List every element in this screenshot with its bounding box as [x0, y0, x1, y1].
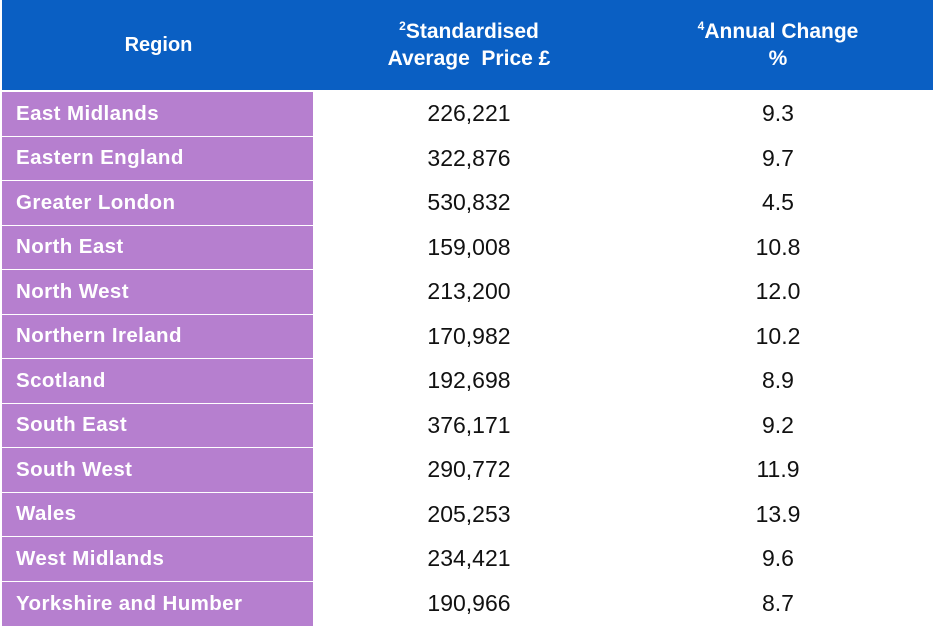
region-cell: South East — [2, 403, 313, 447]
change-cell: 11.9 — [756, 456, 800, 483]
price-cell: 205,253 — [427, 500, 511, 527]
price-cell: 322,876 — [427, 144, 511, 171]
region-cell: West Midlands — [2, 537, 313, 581]
header-price-line1: Standardised — [405, 20, 539, 43]
price-cell: 159,008 — [427, 233, 511, 260]
header-change-footnote: 4 — [697, 19, 705, 33]
header-price-footnote: 2 — [399, 19, 406, 33]
header-change-line2: % — [768, 47, 788, 70]
change-cell: 9.3 — [762, 100, 794, 127]
region-cell: Eastern England — [2, 136, 313, 180]
table-body: East Midlands 226,221 9.3 Eastern England 32… — [2, 92, 933, 626]
header-region-label: Region — [124, 33, 193, 56]
change-cell: 9.6 — [762, 545, 794, 572]
region-cell: Greater London — [2, 181, 313, 225]
table-row: West Midlands 234,421 9.6 — [2, 537, 933, 582]
price-cell: 290,772 — [427, 456, 511, 483]
header-price: 2Standardised Average Price £ — [315, 0, 623, 90]
table-row: North East 159,008 10.8 — [2, 225, 933, 270]
table-row: Eastern England 322,876 9.7 — [2, 136, 933, 181]
table-row: North West 213,200 12.0 — [2, 270, 933, 315]
table-row: Yorkshire and Humber 190,966 8.7 — [2, 581, 933, 626]
change-cell: 8.9 — [762, 367, 794, 394]
header-change: 4Annual Change % — [623, 0, 933, 90]
price-cell: 190,966 — [427, 590, 511, 617]
price-cell: 213,200 — [427, 278, 511, 305]
price-cell: 234,421 — [427, 545, 511, 572]
price-cell: 530,832 — [427, 189, 511, 216]
region-cell: South West — [2, 448, 313, 492]
region-cell: North West — [2, 270, 313, 314]
change-cell: 9.2 — [762, 411, 794, 438]
change-cell: 10.8 — [755, 233, 801, 260]
table-row: Northern Ireland 170,982 10.2 — [2, 314, 933, 359]
region-cell: North East — [2, 225, 313, 269]
header-region: Region — [2, 0, 315, 90]
table-row: Scotland 192,698 8.9 — [2, 359, 933, 404]
region-cell: Yorkshire and Humber — [2, 581, 313, 626]
region-cell: Northern Ireland — [2, 314, 313, 358]
table-row: South East 376,171 9.2 — [2, 403, 933, 448]
table-row: East Midlands 226,221 9.3 — [2, 92, 933, 137]
region-cell: East Midlands — [2, 92, 313, 136]
table-header: Region 2Standardised Average Price £ 4An… — [2, 0, 933, 90]
change-cell: 8.7 — [762, 590, 794, 617]
change-cell: 10.2 — [755, 322, 801, 349]
price-cell: 376,171 — [427, 411, 511, 438]
header-change-line1: Annual Change — [704, 20, 859, 43]
price-cell: 170,982 — [427, 322, 511, 349]
table-row: South West 290,772 11.9 — [2, 448, 933, 493]
change-cell: 9.7 — [762, 144, 794, 171]
change-cell: 12.0 — [755, 278, 801, 305]
change-cell: 13.9 — [755, 500, 801, 527]
change-cell: 4.5 — [762, 189, 794, 216]
header-price-line2: Average Price £ — [387, 47, 551, 70]
table-row: Wales 205,253 13.9 — [2, 492, 933, 537]
price-table: Region 2Standardised Average Price £ 4An… — [2, 0, 933, 626]
region-cell: Scotland — [2, 359, 313, 403]
region-cell: Wales — [2, 492, 313, 536]
table-row: Greater London 530,832 4.5 — [2, 181, 933, 226]
price-cell: 192,698 — [427, 367, 511, 394]
price-cell: 226,221 — [427, 100, 511, 127]
